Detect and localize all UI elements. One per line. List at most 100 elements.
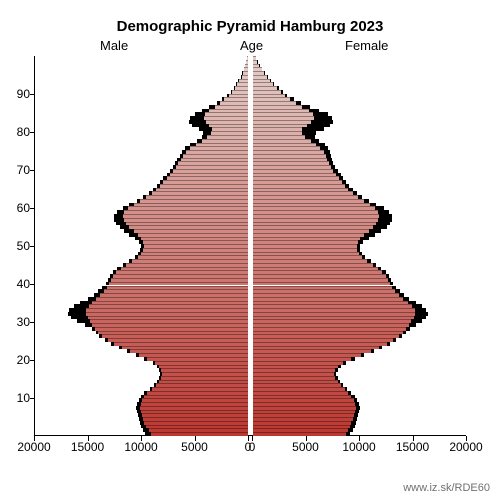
male-bar <box>147 391 248 395</box>
x-tick-label: 5000 <box>181 440 208 454</box>
male-bar <box>128 206 248 210</box>
x-axis: 2000015000100005000005000100001500020000 <box>34 440 466 458</box>
female-bar <box>253 391 348 395</box>
y-tick-label: 80 <box>17 125 30 139</box>
male-bar <box>146 195 248 199</box>
female-bar <box>253 248 357 252</box>
female-bar <box>253 169 333 173</box>
female-bar <box>253 289 395 293</box>
female-bar <box>253 334 399 338</box>
female-bar <box>253 67 262 71</box>
y-tick <box>30 284 35 285</box>
age-row-65 <box>35 188 466 192</box>
female-bar <box>253 380 338 384</box>
age-row-26 <box>35 334 466 338</box>
male-bar <box>224 97 248 101</box>
male-bar <box>151 432 248 436</box>
male-bar <box>159 365 248 369</box>
male-bar <box>89 304 248 308</box>
male-bar <box>167 176 248 180</box>
male-bar <box>141 402 248 406</box>
age-row-9 <box>35 398 466 402</box>
female-bar <box>253 64 259 68</box>
y-tick-label: 30 <box>17 315 30 329</box>
x-tick-label: 0 <box>249 440 256 454</box>
age-row-86 <box>35 109 466 113</box>
y-tick-label: 70 <box>17 163 30 177</box>
male-bar <box>211 131 248 135</box>
female-bar <box>253 286 392 290</box>
male-bar <box>178 161 248 165</box>
age-row-100 <box>35 56 466 60</box>
female-bar <box>253 425 350 429</box>
age-row-39 <box>35 286 466 290</box>
y-tick <box>30 246 35 247</box>
age-row-4 <box>35 417 466 421</box>
age-row-85 <box>35 112 466 116</box>
male-bar <box>232 90 248 94</box>
female-bar <box>253 237 360 241</box>
age-row-29 <box>35 323 466 327</box>
age-row-70 <box>35 169 466 173</box>
age-row-15 <box>35 376 466 380</box>
female-bar <box>253 346 379 350</box>
female-bar <box>253 191 353 195</box>
male-bar <box>196 143 248 147</box>
age-row-76 <box>35 146 466 150</box>
age-row-21 <box>35 353 466 357</box>
age-row-75 <box>35 150 466 154</box>
age-row-14 <box>35 380 466 384</box>
female-bar <box>253 75 267 79</box>
male-bar <box>209 124 248 128</box>
male-bar <box>212 127 248 131</box>
y-tick-label: 60 <box>17 201 30 215</box>
female-bar <box>253 79 270 83</box>
age-row-59 <box>35 210 466 214</box>
male-bar <box>183 154 248 158</box>
y-tick <box>30 360 35 361</box>
male-bar <box>159 380 248 384</box>
female-bar <box>253 229 369 233</box>
age-row-50 <box>35 244 466 248</box>
male-bar <box>215 105 248 109</box>
age-row-98 <box>35 64 466 68</box>
male-label: Male <box>100 38 128 53</box>
age-row-45 <box>35 263 466 267</box>
female-bar <box>253 60 257 64</box>
male-bar <box>156 383 248 387</box>
age-row-78 <box>35 139 466 143</box>
male-bar <box>181 158 248 162</box>
male-bar <box>143 417 248 421</box>
female-bar <box>253 184 345 188</box>
x-tick-label: 20000 <box>449 440 482 454</box>
age-row-11 <box>35 391 466 395</box>
male-bar <box>95 327 248 331</box>
age-row-36 <box>35 297 466 301</box>
chart-title: Demographic Pyramid Hamburg 2023 <box>0 18 500 35</box>
x-tick <box>195 436 196 441</box>
male-bar <box>126 263 248 267</box>
age-row-19 <box>35 361 466 365</box>
y-tick <box>30 94 35 95</box>
male-bar <box>141 252 248 256</box>
pyramid-chart <box>34 56 466 436</box>
female-bar <box>253 432 346 436</box>
female-bar <box>253 410 355 414</box>
female-bar <box>253 353 361 357</box>
male-bar <box>207 135 248 139</box>
female-bar <box>253 406 356 410</box>
y-tick-label: 50 <box>17 239 30 253</box>
age-row-61 <box>35 203 466 207</box>
age-row-43 <box>35 270 466 274</box>
male-bar <box>245 64 248 68</box>
male-bar <box>138 255 248 259</box>
age-row-88 <box>35 101 466 105</box>
male-bar <box>142 413 248 417</box>
female-bar <box>253 154 326 158</box>
female-bar <box>253 176 339 180</box>
age-row-62 <box>35 199 466 203</box>
age-row-13 <box>35 383 466 387</box>
female-bar <box>253 135 305 139</box>
female-bar <box>253 131 302 135</box>
x-tick-label: 15000 <box>396 440 429 454</box>
